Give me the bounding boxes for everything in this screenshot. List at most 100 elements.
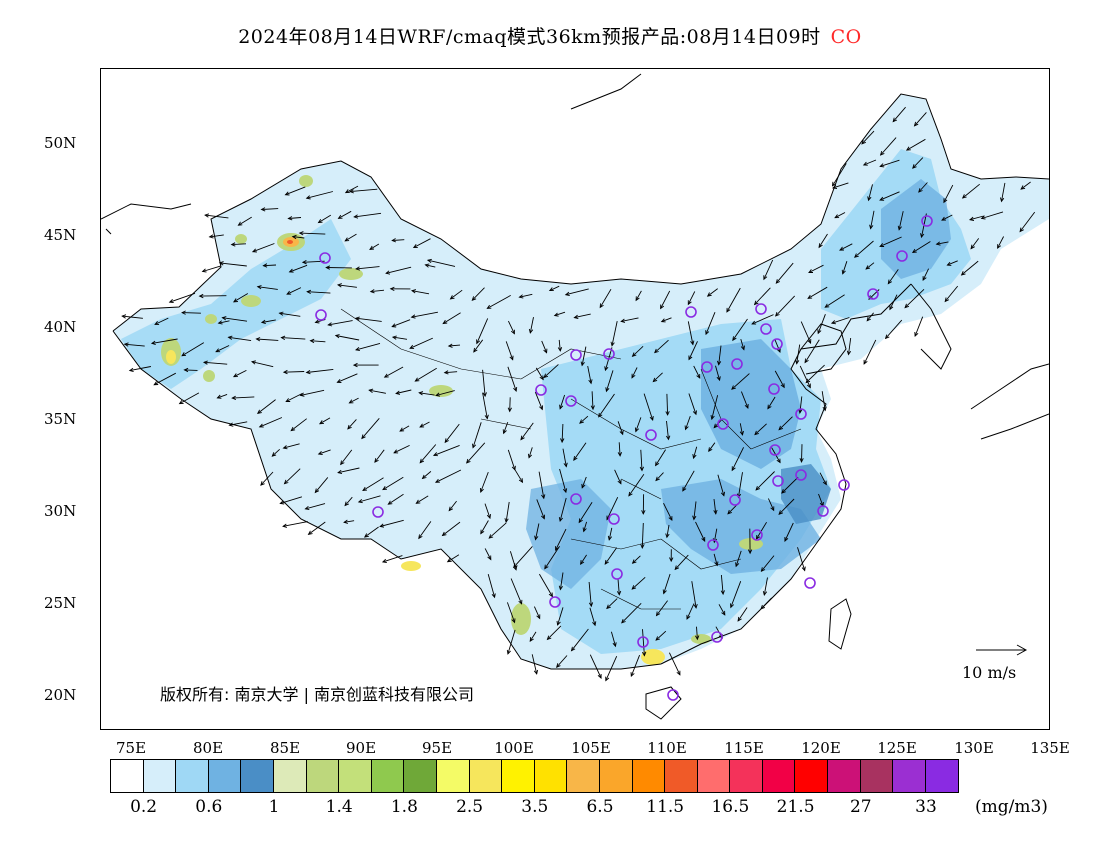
wind-vector bbox=[818, 233, 828, 249]
colorbar-tick-label: 6.5 bbox=[586, 797, 614, 817]
lon-label: 75E bbox=[115, 739, 147, 757]
wind-vector bbox=[484, 503, 491, 520]
station-marker bbox=[896, 250, 908, 262]
station-marker bbox=[603, 348, 615, 360]
wind-vector bbox=[652, 372, 663, 383]
station-marker bbox=[707, 539, 719, 551]
colorbar-swatch bbox=[730, 760, 763, 792]
wind-vector bbox=[527, 447, 533, 459]
colorbar-swatch bbox=[567, 760, 600, 792]
colorbar-tick-label: 1.4 bbox=[325, 797, 353, 817]
wind-vector bbox=[399, 425, 410, 432]
wind-vector bbox=[304, 503, 326, 511]
wind-vector bbox=[279, 496, 303, 505]
wind-vector bbox=[421, 471, 432, 480]
wind-vector bbox=[486, 295, 511, 309]
wind-vector bbox=[668, 652, 681, 676]
wind-vector bbox=[643, 393, 654, 421]
wind-vector bbox=[747, 528, 753, 555]
wind-vector bbox=[298, 231, 326, 236]
wind-vector bbox=[718, 604, 726, 616]
wind-vector bbox=[640, 522, 645, 549]
wind-vector bbox=[598, 393, 615, 418]
wind-vector bbox=[635, 290, 642, 302]
wind-vector bbox=[705, 312, 716, 336]
title-text: 2024年08月14日WRF/cmaq模式36km预报产品:08月14日09时 bbox=[238, 26, 821, 48]
wind-vector bbox=[767, 396, 776, 410]
wind-vector bbox=[879, 236, 902, 247]
wind-vector bbox=[514, 468, 524, 484]
wind-vector bbox=[260, 319, 276, 325]
wind-vector bbox=[695, 521, 706, 542]
colorbar bbox=[110, 759, 960, 793]
station-marker bbox=[731, 358, 743, 370]
wind-vector bbox=[221, 316, 248, 322]
wind-vector bbox=[655, 449, 666, 467]
wind-vector bbox=[944, 285, 959, 303]
bohai-gulf bbox=[800, 323, 847, 375]
wind-vector bbox=[706, 288, 718, 297]
map-title: 2024年08月14日WRF/cmaq模式36km预报产品:08月14日09时 C… bbox=[0, 22, 1100, 49]
wind-vector bbox=[914, 316, 924, 337]
wind-vector bbox=[854, 240, 874, 258]
wind-vector bbox=[518, 293, 533, 299]
wind-vector bbox=[340, 449, 353, 466]
southwest-border bbox=[112, 330, 662, 670]
wind-vector bbox=[232, 369, 247, 378]
wind-vector bbox=[755, 521, 767, 540]
wind-vector bbox=[183, 367, 198, 373]
colorbar-swatch bbox=[697, 760, 731, 792]
wind-vector bbox=[760, 555, 775, 573]
wind-vector bbox=[479, 471, 489, 493]
wind-vector bbox=[804, 339, 820, 364]
wind-vector bbox=[471, 287, 485, 301]
wind-vector bbox=[817, 314, 826, 335]
wind-vector bbox=[482, 369, 487, 398]
wind-vector bbox=[513, 546, 533, 568]
lon-label: 95E bbox=[421, 739, 453, 757]
wind-vector bbox=[531, 654, 539, 675]
wind-vector bbox=[435, 390, 455, 397]
wind-vector bbox=[543, 364, 559, 379]
wind-vector bbox=[318, 417, 331, 425]
wind-vectors bbox=[121, 106, 1036, 682]
colorbar-tick-label: 2.5 bbox=[456, 797, 484, 817]
wind-vector bbox=[410, 289, 430, 295]
wind-vector bbox=[905, 138, 926, 151]
wind-vector bbox=[799, 365, 811, 389]
wind-vector bbox=[507, 397, 512, 413]
wind-vector bbox=[564, 288, 589, 296]
colorbar-swatch bbox=[599, 760, 633, 792]
station-marker bbox=[769, 444, 781, 456]
station-marker bbox=[637, 636, 649, 648]
wind-vector bbox=[692, 446, 698, 460]
wind-vector bbox=[628, 474, 645, 497]
wind-vector bbox=[799, 444, 804, 463]
lat-label: 20N bbox=[44, 686, 77, 704]
wind-vector bbox=[343, 519, 355, 524]
wind-vector bbox=[504, 501, 510, 524]
lat-label: 35N bbox=[44, 410, 77, 428]
wind-vector bbox=[688, 341, 698, 361]
wind-vector bbox=[730, 581, 742, 609]
wind-vector bbox=[305, 191, 334, 200]
station-marker bbox=[817, 505, 829, 517]
wind-vector bbox=[655, 630, 667, 641]
wind-vector bbox=[258, 417, 283, 428]
wind-vector bbox=[695, 626, 700, 641]
wind-vector bbox=[617, 421, 624, 436]
wind-vector bbox=[781, 476, 799, 494]
wind-vector bbox=[198, 293, 227, 299]
wind-vector bbox=[663, 502, 673, 522]
wind-vector bbox=[892, 106, 906, 123]
colorbar-swatch bbox=[893, 760, 926, 792]
wind-vector bbox=[181, 342, 205, 357]
wind-vector bbox=[539, 573, 553, 598]
northwest-coast bbox=[101, 73, 642, 235]
coastline bbox=[660, 283, 912, 665]
wind-vector bbox=[534, 523, 540, 541]
wind-vector bbox=[216, 393, 228, 399]
wind-vector bbox=[334, 334, 360, 341]
colorbar-swatch bbox=[404, 760, 437, 792]
wind-vector bbox=[256, 399, 276, 415]
